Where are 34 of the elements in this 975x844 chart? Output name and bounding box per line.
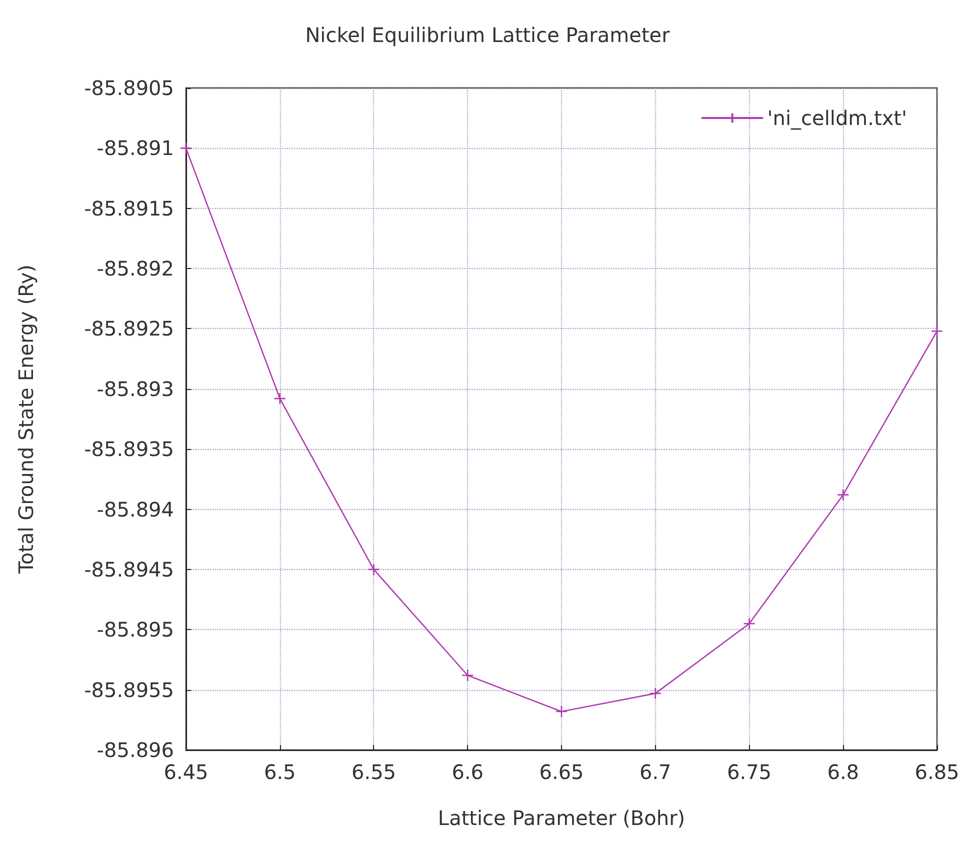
point [649, 687, 662, 700]
point [555, 705, 568, 718]
point [836, 488, 850, 501]
y-tick-label: -85.894 [96, 497, 174, 522]
y-tick-label: -85.8915 [84, 196, 174, 220]
x-tick-label: 6.75 [726, 760, 772, 784]
x-axis-title: Lattice Parameter (Bohr) [438, 806, 686, 830]
y-tick-label: -85.892 [96, 256, 174, 281]
x-tick-label: 6.85 [914, 760, 960, 784]
x-tick-label: 6.7 [639, 760, 672, 784]
x-tick-label: 6.65 [539, 760, 584, 784]
x-tick-label: 6.6 [452, 760, 484, 784]
y-axis-title: Total Ground State Energy (Ry) [14, 264, 38, 574]
y-tick-label: -85.8935 [84, 437, 174, 462]
point [180, 142, 192, 154]
point [461, 669, 474, 682]
x-tick-label: 6.5 [264, 760, 296, 784]
point [930, 324, 944, 338]
point [368, 563, 380, 576]
y-tick-label: -85.8925 [84, 316, 174, 341]
y-tick-label: -85.891 [96, 136, 174, 160]
y-tick-label: -85.893 [96, 376, 174, 401]
y-tick-label: -85.8955 [84, 678, 174, 702]
y-tick-label: -85.896 [96, 738, 174, 762]
x-tick-label: 6.45 [164, 760, 208, 784]
x-tick-label: 6.8 [827, 760, 860, 784]
legend-label: 'ni_celldm.txt' [767, 106, 908, 130]
point [743, 617, 756, 630]
y-tick-label: -85.8945 [84, 557, 174, 582]
chart-title: Nickel Equilibrium Lattice Parameter [305, 23, 671, 47]
y-tick-label: -85.895 [96, 618, 174, 642]
y-tick-label: -85.8905 [84, 76, 174, 100]
point [274, 392, 286, 405]
x-tick-label: 6.55 [351, 760, 396, 784]
